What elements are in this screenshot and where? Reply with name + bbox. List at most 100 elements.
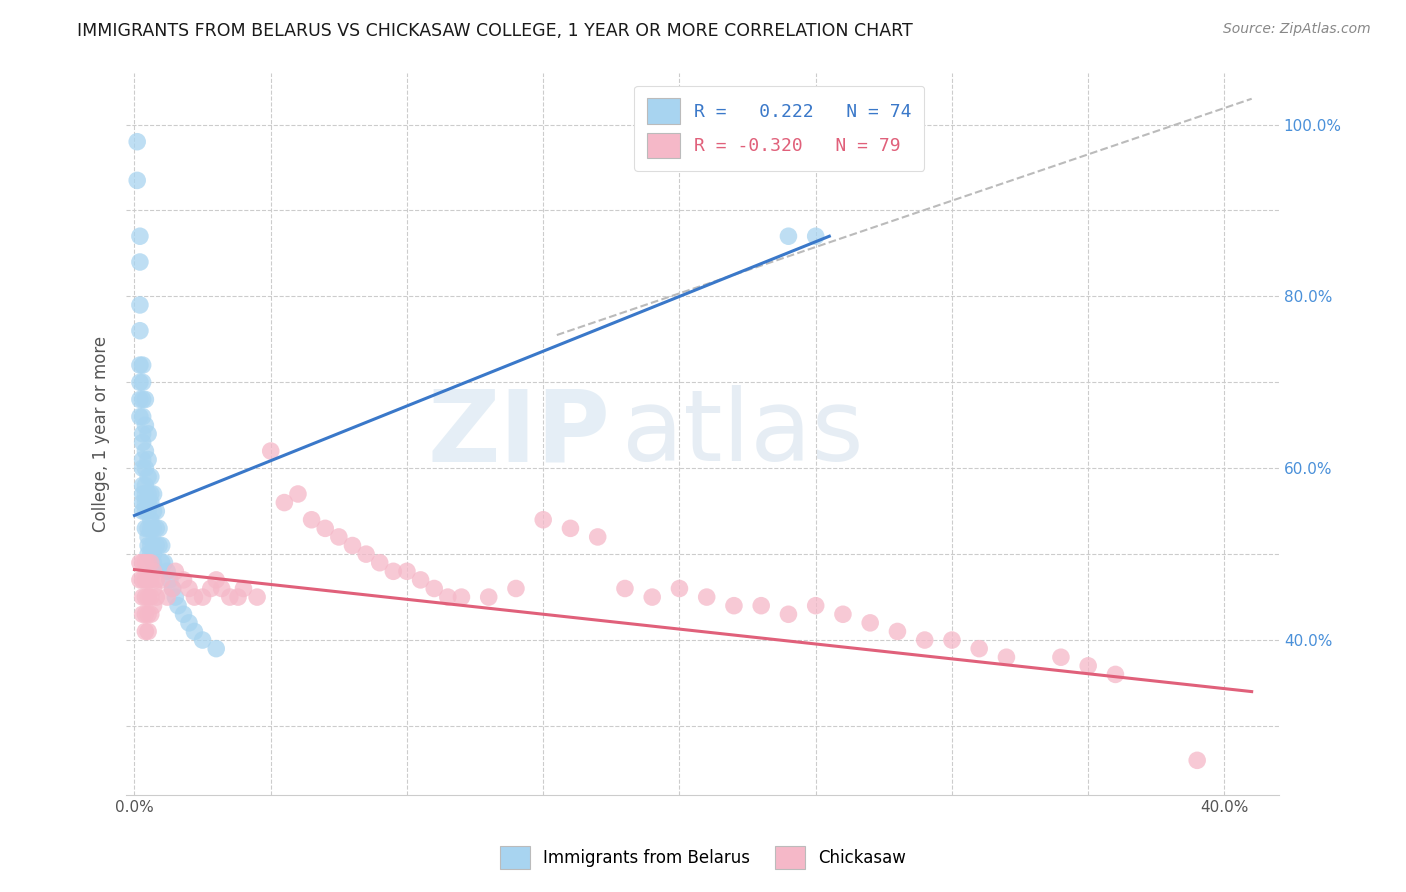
Point <box>778 607 800 622</box>
Point <box>218 590 240 604</box>
Point <box>145 573 167 587</box>
Point <box>1077 658 1099 673</box>
Point <box>142 556 165 570</box>
Point <box>131 573 153 587</box>
Point <box>382 564 405 578</box>
Point <box>136 556 159 570</box>
Point <box>129 255 152 269</box>
Point <box>129 392 152 407</box>
Point <box>136 547 159 561</box>
Point <box>139 547 162 561</box>
Point <box>287 487 309 501</box>
Point <box>200 582 222 596</box>
Point <box>191 590 214 604</box>
Point <box>131 358 153 372</box>
Point <box>136 624 159 639</box>
Point <box>139 513 162 527</box>
Point <box>139 470 162 484</box>
Point <box>301 513 323 527</box>
Point <box>1104 667 1126 681</box>
Point <box>134 495 156 509</box>
Point <box>150 573 173 587</box>
Point <box>145 539 167 553</box>
Point <box>941 633 963 648</box>
Point <box>226 590 249 604</box>
Point <box>131 478 153 492</box>
Point <box>134 504 156 518</box>
Point <box>145 590 167 604</box>
Point <box>129 573 152 587</box>
Point <box>914 633 936 648</box>
Point <box>832 607 855 622</box>
Point <box>131 435 153 450</box>
Point <box>205 641 228 656</box>
Point <box>131 495 153 509</box>
Point <box>142 487 165 501</box>
Point <box>668 582 690 596</box>
Point <box>437 590 460 604</box>
Point <box>142 521 165 535</box>
Point <box>136 539 159 553</box>
Text: ZIP: ZIP <box>427 385 610 483</box>
Point <box>142 504 165 518</box>
Point <box>136 495 159 509</box>
Legend: R =   0.222   N = 74, R = -0.320   N = 79: R = 0.222 N = 74, R = -0.320 N = 79 <box>634 86 924 171</box>
Point <box>134 556 156 570</box>
Point <box>409 573 432 587</box>
Point <box>177 582 200 596</box>
Point <box>139 495 162 509</box>
Point <box>142 599 165 613</box>
Point <box>173 607 195 622</box>
Point <box>136 452 159 467</box>
Point <box>641 590 664 604</box>
Point <box>134 418 156 433</box>
Point <box>139 521 162 535</box>
Point <box>134 590 156 604</box>
Point <box>129 324 152 338</box>
Point <box>314 521 336 535</box>
Point <box>183 624 205 639</box>
Point <box>696 590 718 604</box>
Point <box>423 582 446 596</box>
Point <box>967 641 990 656</box>
Point <box>159 573 181 587</box>
Point <box>246 590 269 604</box>
Point <box>129 409 152 424</box>
Point <box>148 521 170 535</box>
Point <box>505 582 527 596</box>
Point <box>145 521 167 535</box>
Point <box>134 521 156 535</box>
Point <box>560 521 582 535</box>
Text: Source: ZipAtlas.com: Source: ZipAtlas.com <box>1223 22 1371 37</box>
Point <box>139 590 162 604</box>
Point <box>131 556 153 570</box>
Point <box>859 615 882 630</box>
Point <box>129 358 152 372</box>
Point <box>778 229 800 244</box>
Point <box>129 556 152 570</box>
Point <box>328 530 350 544</box>
Y-axis label: College, 1 year or more: College, 1 year or more <box>93 335 110 532</box>
Point <box>191 633 214 648</box>
Point <box>136 470 159 484</box>
Point <box>142 564 165 578</box>
Point <box>136 487 159 501</box>
Point <box>173 573 195 587</box>
Point <box>134 444 156 458</box>
Legend: Immigrants from Belarus, Chickasaw: Immigrants from Belarus, Chickasaw <box>489 836 917 880</box>
Point <box>139 573 162 587</box>
Point <box>232 582 254 596</box>
Point <box>156 564 179 578</box>
Text: IMMIGRANTS FROM BELARUS VS CHICKASAW COLLEGE, 1 YEAR OR MORE CORRELATION CHART: IMMIGRANTS FROM BELARUS VS CHICKASAW COL… <box>77 22 912 40</box>
Point <box>260 444 283 458</box>
Point <box>136 426 159 441</box>
Point <box>127 173 149 187</box>
Point <box>136 521 159 535</box>
Point <box>1050 650 1073 665</box>
Point <box>134 392 156 407</box>
Point <box>165 564 187 578</box>
Point <box>886 624 908 639</box>
Point <box>139 607 162 622</box>
Point <box>142 539 165 553</box>
Point <box>139 556 162 570</box>
